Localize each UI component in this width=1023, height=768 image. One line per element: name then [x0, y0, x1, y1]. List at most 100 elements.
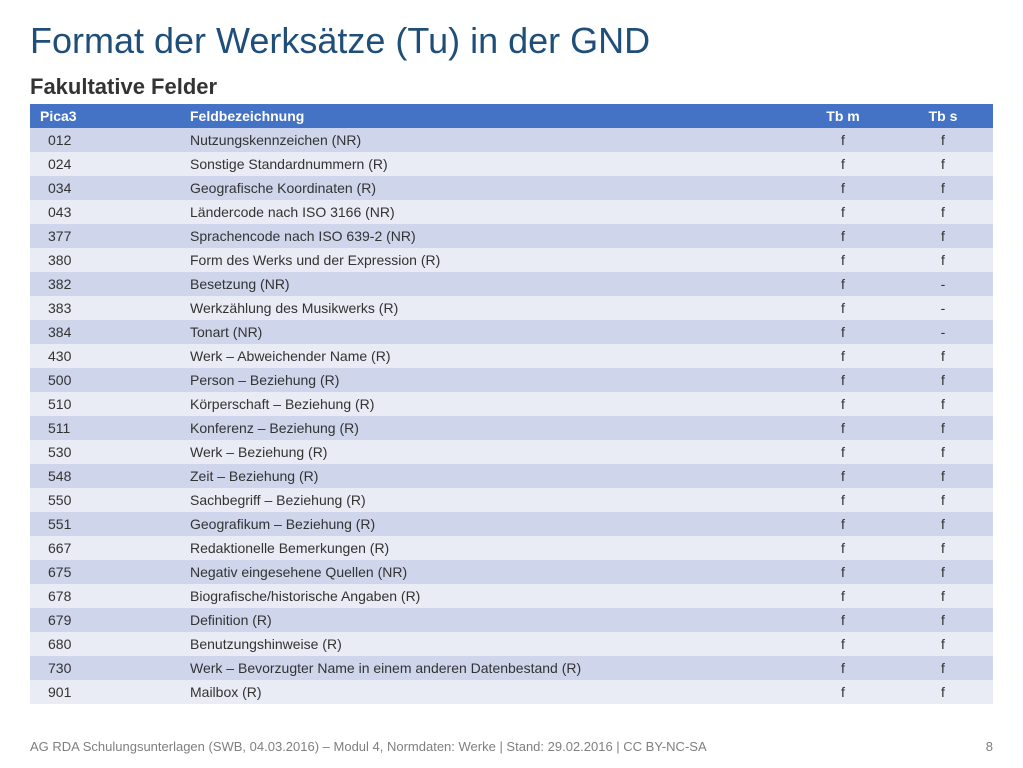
cell-tbm: f [793, 632, 893, 656]
col-header-pica3: Pica3 [30, 104, 180, 128]
cell-tbm: f [793, 200, 893, 224]
table-row: 384Tonart (NR)f- [30, 320, 993, 344]
cell-pica3: 678 [30, 584, 180, 608]
cell-tbs: f [893, 512, 993, 536]
cell-feldbezeichnung: Form des Werks und der Expression (R) [180, 248, 793, 272]
cell-pica3: 551 [30, 512, 180, 536]
cell-pica3: 548 [30, 464, 180, 488]
cell-pica3: 034 [30, 176, 180, 200]
cell-tbs: - [893, 320, 993, 344]
cell-feldbezeichnung: Werk – Abweichender Name (R) [180, 344, 793, 368]
cell-feldbezeichnung: Ländercode nach ISO 3166 (NR) [180, 200, 793, 224]
footer-text: AG RDA Schulungsunterlagen (SWB, 04.03.2… [30, 739, 707, 754]
table-row: 680Benutzungshinweise (R)ff [30, 632, 993, 656]
table-row: 679Definition (R)ff [30, 608, 993, 632]
table-row: 383Werkzählung des Musikwerks (R)f- [30, 296, 993, 320]
cell-tbm: f [793, 176, 893, 200]
table-row: 500Person – Beziehung (R)ff [30, 368, 993, 392]
table-row: 024Sonstige Standardnummern (R)ff [30, 152, 993, 176]
cell-pica3: 383 [30, 296, 180, 320]
cell-feldbezeichnung: Sachbegriff – Beziehung (R) [180, 488, 793, 512]
table-row: 530Werk – Beziehung (R)ff [30, 440, 993, 464]
cell-feldbezeichnung: Werk – Bevorzugter Name in einem anderen… [180, 656, 793, 680]
cell-pica3: 667 [30, 536, 180, 560]
cell-tbm: f [793, 152, 893, 176]
cell-tbs: f [893, 560, 993, 584]
cell-tbs: f [893, 248, 993, 272]
table-row: 551Geografikum – Beziehung (R)ff [30, 512, 993, 536]
table-row: 377Sprachencode nach ISO 639-2 (NR)ff [30, 224, 993, 248]
cell-feldbezeichnung: Person – Beziehung (R) [180, 368, 793, 392]
cell-tbm: f [793, 512, 893, 536]
cell-tbm: f [793, 680, 893, 704]
cell-pica3: 024 [30, 152, 180, 176]
cell-tbs: f [893, 440, 993, 464]
cell-feldbezeichnung: Werk – Beziehung (R) [180, 440, 793, 464]
cell-pica3: 380 [30, 248, 180, 272]
page-title: Format der Werksätze (Tu) in der GND [30, 20, 993, 62]
cell-tbs: f [893, 680, 993, 704]
cell-feldbezeichnung: Benutzungshinweise (R) [180, 632, 793, 656]
cell-tbs: f [893, 176, 993, 200]
table-row: 382Besetzung (NR)f- [30, 272, 993, 296]
col-header-tbs: Tb s [893, 104, 993, 128]
page-subtitle: Fakultative Felder [30, 74, 993, 100]
cell-tbm: f [793, 488, 893, 512]
cell-pica3: 510 [30, 392, 180, 416]
cell-pica3: 730 [30, 656, 180, 680]
cell-tbm: f [793, 560, 893, 584]
cell-tbm: f [793, 128, 893, 152]
cell-tbm: f [793, 608, 893, 632]
table-row: 034Geografische Koordinaten (R)ff [30, 176, 993, 200]
cell-pica3: 043 [30, 200, 180, 224]
cell-pica3: 430 [30, 344, 180, 368]
cell-tbs: f [893, 416, 993, 440]
cell-feldbezeichnung: Konferenz – Beziehung (R) [180, 416, 793, 440]
table-header-row: Pica3 Feldbezeichnung Tb m Tb s [30, 104, 993, 128]
cell-tbs: f [893, 632, 993, 656]
cell-feldbezeichnung: Körperschaft – Beziehung (R) [180, 392, 793, 416]
col-header-feldbezeichnung: Feldbezeichnung [180, 104, 793, 128]
cell-tbs: f [893, 200, 993, 224]
cell-pica3: 530 [30, 440, 180, 464]
cell-tbs: f [893, 392, 993, 416]
table-row: 901Mailbox (R)ff [30, 680, 993, 704]
table-row: 550Sachbegriff – Beziehung (R)ff [30, 488, 993, 512]
table-row: 380Form des Werks und der Expression (R)… [30, 248, 993, 272]
cell-feldbezeichnung: Negativ eingesehene Quellen (NR) [180, 560, 793, 584]
cell-tbs: f [893, 128, 993, 152]
slide: Format der Werksätze (Tu) in der GND Fak… [0, 0, 1023, 704]
cell-tbm: f [793, 536, 893, 560]
cell-tbm: f [793, 224, 893, 248]
cell-tbs: - [893, 272, 993, 296]
page-number: 8 [986, 739, 993, 754]
cell-pica3: 901 [30, 680, 180, 704]
cell-feldbezeichnung: Zeit – Beziehung (R) [180, 464, 793, 488]
cell-pica3: 511 [30, 416, 180, 440]
table-row: 012Nutzungskennzeichen (NR)ff [30, 128, 993, 152]
cell-tbs: f [893, 344, 993, 368]
cell-pica3: 550 [30, 488, 180, 512]
cell-tbs: f [893, 488, 993, 512]
cell-feldbezeichnung: Werkzählung des Musikwerks (R) [180, 296, 793, 320]
cell-tbs: - [893, 296, 993, 320]
table-row: 678Biografische/historische Angaben (R)f… [30, 584, 993, 608]
col-header-tbm: Tb m [793, 104, 893, 128]
table-row: 510Körperschaft – Beziehung (R)ff [30, 392, 993, 416]
footer: AG RDA Schulungsunterlagen (SWB, 04.03.2… [30, 739, 993, 754]
cell-tbm: f [793, 368, 893, 392]
cell-feldbezeichnung: Definition (R) [180, 608, 793, 632]
cell-tbm: f [793, 464, 893, 488]
cell-feldbezeichnung: Tonart (NR) [180, 320, 793, 344]
cell-tbs: f [893, 464, 993, 488]
cell-feldbezeichnung: Nutzungskennzeichen (NR) [180, 128, 793, 152]
cell-tbm: f [793, 584, 893, 608]
cell-pica3: 679 [30, 608, 180, 632]
cell-pica3: 680 [30, 632, 180, 656]
table-row: 548Zeit – Beziehung (R)ff [30, 464, 993, 488]
table-row: 730Werk – Bevorzugter Name in einem ande… [30, 656, 993, 680]
cell-tbm: f [793, 320, 893, 344]
cell-feldbezeichnung: Sonstige Standardnummern (R) [180, 152, 793, 176]
cell-tbs: f [893, 368, 993, 392]
cell-tbs: f [893, 656, 993, 680]
